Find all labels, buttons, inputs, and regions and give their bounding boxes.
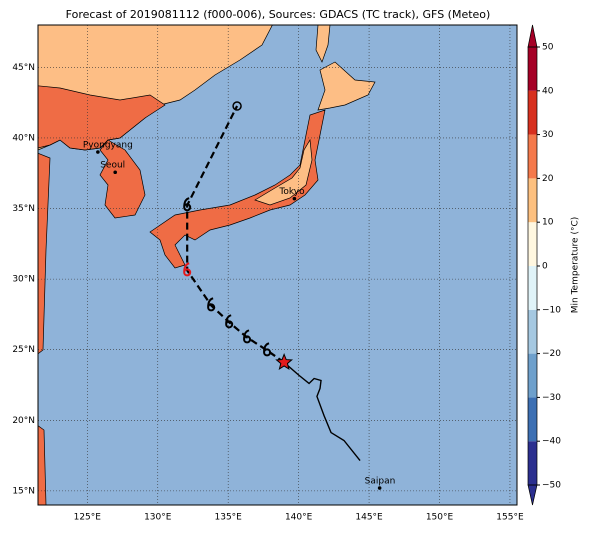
colorbar-tick-label: 10 [542,218,554,228]
y-tick-label: 20°N [12,416,35,426]
y-tick-label: 15°N [12,486,35,496]
x-tick-label: 150°E [426,513,454,523]
colorbar-tick-label: −10 [542,305,561,315]
x-tick-label: 145°E [355,513,383,523]
sakhalin [315,25,331,63]
forecast-end [232,101,242,111]
colorbar-segment [528,266,537,310]
typhoon-symbol [183,262,192,277]
x-tick-label: 125°E [74,513,102,523]
city-label: Tokyo [278,187,305,197]
colorbar-segment [528,222,537,266]
y-tick-label: 25°N [12,345,35,355]
hokkaido [317,61,376,111]
city-label: Seoul [100,161,125,171]
colorbar-label: Min Temperature (°C) [571,217,581,314]
city-dot [96,150,100,154]
typhoon-symbol [207,297,216,312]
observed-track [283,361,361,461]
colorbar-tick-label: −50 [542,481,561,491]
x-tick-label: 140°E [285,513,313,523]
city-label: Saipan [365,477,396,487]
japan-mountains [254,138,313,206]
city-dot [292,196,297,201]
y-tick-label: 35°N [12,204,35,214]
typhoon-symbol [225,314,234,329]
city-label: Pyongyang [83,141,133,151]
colorbar-tick-label: 40 [542,86,554,96]
city-dot [113,170,118,175]
colorbar-segment [528,441,537,485]
typhoon-symbol [263,342,272,357]
land [38,25,376,505]
colorbar-tick-label: −40 [542,437,561,447]
y-tick-label: 45°N [12,63,35,73]
typhoon-symbol [183,197,192,212]
colorbar-extend-low [527,484,538,506]
colorbar-tick-label: 30 [542,130,554,140]
x-tick-label: 130°E [144,513,172,523]
y-tick-label: 30°N [12,275,35,285]
colorbar-tick-label: −20 [542,349,561,359]
colorbar-tick-label: 50 [542,43,554,53]
colorbar-tick-label: 0 [542,262,548,272]
x-tick-label: 155°E [496,513,524,523]
grid [38,25,517,505]
colorbar-segment [528,397,537,442]
colorbar-segment [528,178,537,223]
map-title: Forecast of 2019081112 (f000-006), Sourc… [66,8,491,21]
coast-strip [38,152,51,505]
colorbar-segment [528,47,537,91]
colorbar-extend-high [527,24,538,48]
map-frame [37,24,518,506]
colorbar-tick-label: −30 [542,393,561,403]
typhoon-symbol [243,329,252,344]
current-position [275,353,294,370]
colorbar-segment [528,90,537,135]
korea [99,139,146,219]
x-tick-label: 135°E [215,513,243,523]
city-dot [377,486,382,490]
y-tick-label: 40°N [12,133,35,143]
colorbar-segment [528,309,537,354]
colorbar-segment [528,134,537,179]
colorbar-tick-label: 20 [542,174,554,184]
japan [149,109,326,269]
colorbar-segment [528,353,537,398]
